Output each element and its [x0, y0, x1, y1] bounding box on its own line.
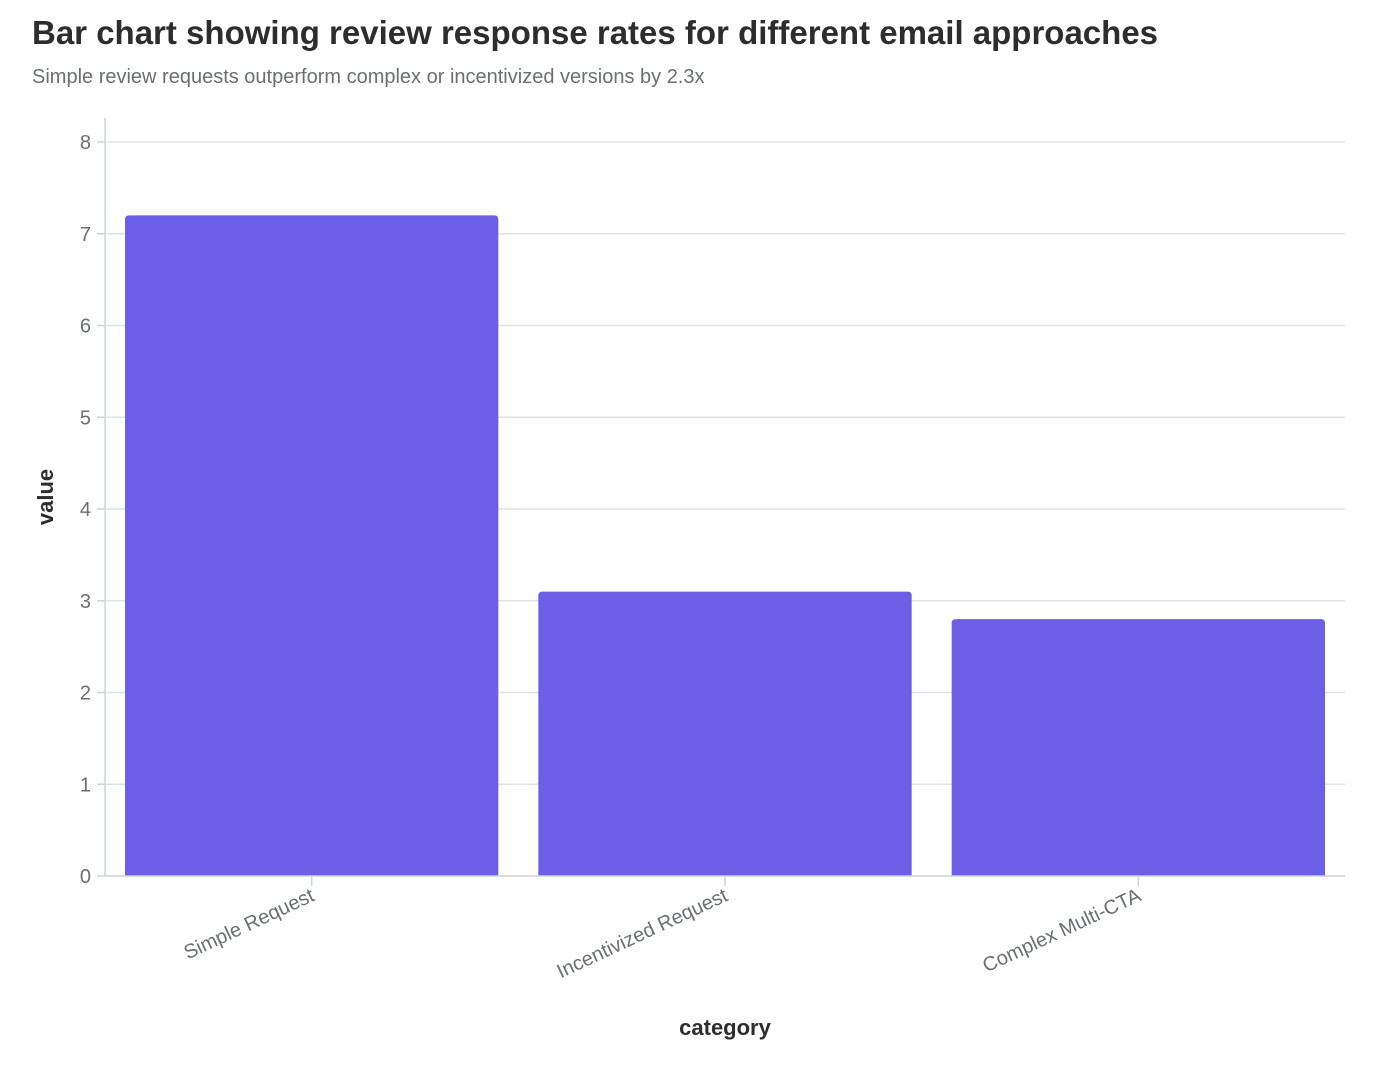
x-tick-labels: Simple Request Incentivized Request Comple… — [181, 884, 1146, 983]
y-tick-label: 2 — [80, 683, 91, 705]
y-tick-label: 8 — [80, 132, 91, 154]
x-tick-label: Incentivized Request — [554, 884, 732, 983]
y-axis-title: value — [33, 469, 58, 525]
y-tick-label: 4 — [80, 499, 91, 521]
chart-title: Bar chart showing review response rates … — [32, 14, 1159, 51]
bars — [125, 215, 1325, 876]
x-tick-label: Complex Multi-CTA — [979, 884, 1145, 977]
bar — [125, 215, 499, 876]
x-axis-title: category — [679, 1015, 771, 1040]
x-tick-label: Simple Request — [181, 884, 319, 964]
y-tick-label: 1 — [80, 774, 91, 796]
y-tick-label: 3 — [80, 591, 91, 613]
bar — [538, 591, 912, 876]
chart-subtitle: Simple review requests outperform comple… — [32, 66, 705, 88]
bar — [951, 619, 1325, 876]
y-tick-label: 5 — [80, 407, 91, 429]
y-tick-labels: 0 1 2 3 4 5 6 7 8 — [80, 132, 91, 888]
y-tick-label: 6 — [80, 316, 91, 338]
y-tick-label: 0 — [80, 866, 91, 888]
y-tick-label: 7 — [80, 224, 91, 246]
axes — [104, 118, 1345, 886]
